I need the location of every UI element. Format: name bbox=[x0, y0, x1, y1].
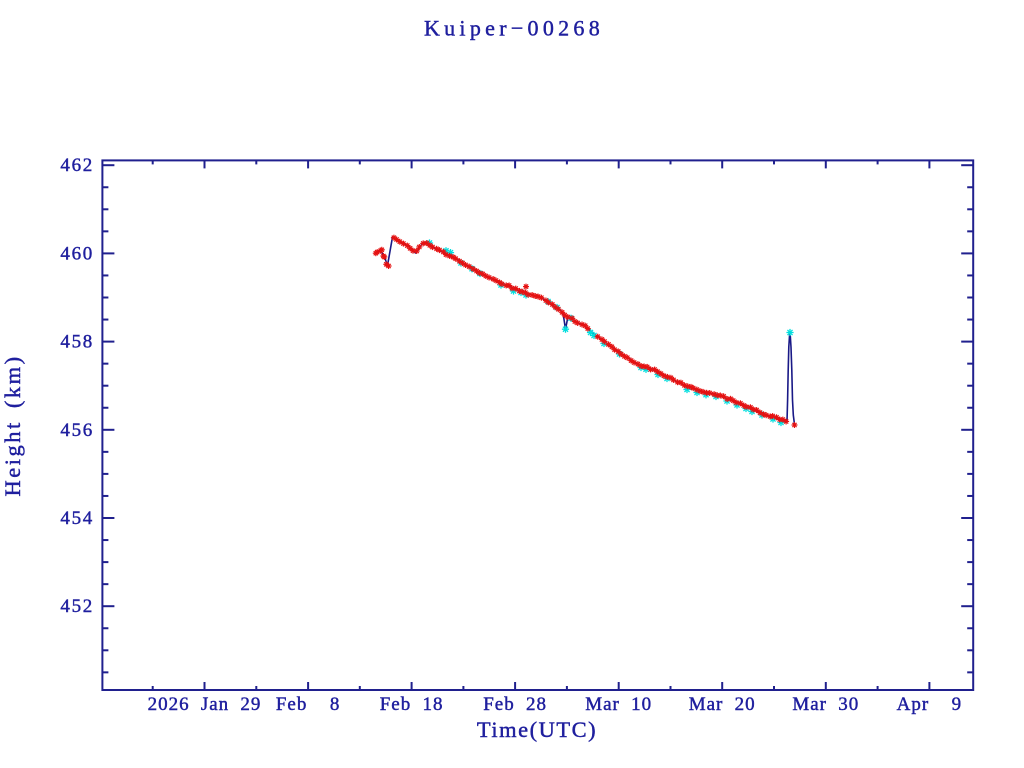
svg-text:Mar 30: Mar 30 bbox=[792, 694, 859, 715]
svg-text:452: 452 bbox=[60, 596, 94, 617]
svg-text:Apr 9: Apr 9 bbox=[897, 694, 963, 715]
svg-text:454: 454 bbox=[60, 508, 94, 529]
svg-text:462: 462 bbox=[60, 155, 94, 176]
svg-text:458: 458 bbox=[60, 332, 94, 353]
svg-text:Feb 8: Feb 8 bbox=[276, 694, 341, 715]
svg-text:Height (km): Height (km) bbox=[0, 354, 25, 496]
svg-text:2026 Jan 29: 2026 Jan 29 bbox=[148, 694, 262, 715]
svg-text:Kuiper−00268: Kuiper−00268 bbox=[424, 16, 604, 41]
svg-text:Mar 10: Mar 10 bbox=[585, 694, 652, 715]
svg-text:460: 460 bbox=[60, 243, 94, 264]
svg-text:Feb 18: Feb 18 bbox=[380, 694, 444, 715]
svg-text:Mar 20: Mar 20 bbox=[689, 694, 756, 715]
svg-text:456: 456 bbox=[60, 420, 94, 441]
svg-text:Feb 28: Feb 28 bbox=[483, 694, 547, 715]
svg-text:Time(UTC): Time(UTC) bbox=[477, 717, 597, 742]
